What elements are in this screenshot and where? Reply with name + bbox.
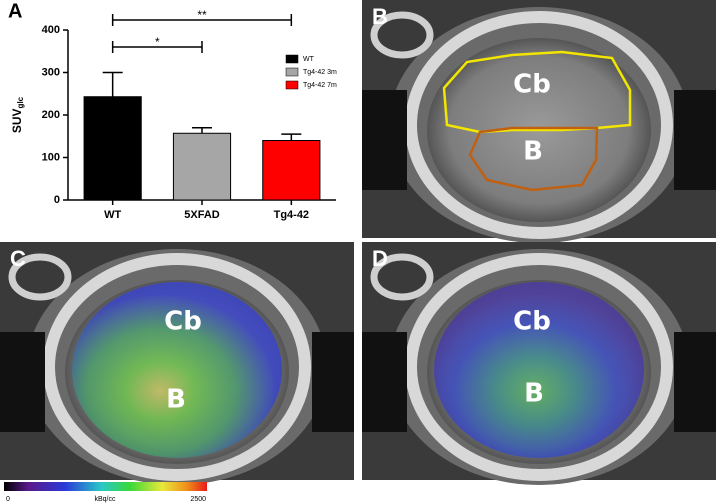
x-tick-label: 5XFAD: [184, 209, 220, 221]
region-label: B: [523, 137, 543, 167]
region-label: Cb: [164, 307, 202, 337]
colorbar-max: 2500: [190, 496, 206, 503]
sig-label: **: [197, 8, 207, 22]
y-tick-label: 200: [42, 109, 60, 121]
legend-label: Tg4-42 3m: [303, 69, 337, 76]
region-label: Cb: [513, 307, 551, 337]
y-tick-label: 300: [42, 66, 60, 78]
x-tick-label: WT: [104, 209, 121, 221]
y-tick-label: 400: [42, 24, 60, 36]
bar: [83, 96, 142, 201]
bar: [172, 132, 232, 201]
panel-label: D: [372, 246, 388, 271]
panel-label: B: [372, 4, 388, 29]
panel-b: [362, 0, 716, 243]
y-tick-label: 100: [42, 151, 60, 163]
b-outline: [468, 126, 599, 192]
colorbar-min: 0: [6, 496, 10, 503]
panel-c: [0, 242, 354, 485]
colorbar-unit: kBq/cc: [94, 496, 116, 503]
panel-d: [362, 242, 716, 485]
legend-swatch: [285, 80, 299, 90]
region-label: Cb: [513, 70, 551, 100]
region-label: B: [524, 379, 544, 409]
y-axis-label: SUVglc: [10, 96, 25, 133]
legend-swatch: [285, 67, 299, 77]
colorbar: [4, 482, 207, 491]
panel-label: A: [8, 0, 22, 22]
region-label: B: [166, 385, 186, 415]
legend-label: WT: [303, 56, 315, 63]
legend-swatch: [285, 54, 299, 64]
bar: [262, 140, 321, 201]
sig-label: *: [155, 35, 160, 49]
panel-label: C: [10, 246, 26, 271]
legend-label: Tg4-42 7m: [303, 82, 337, 89]
x-tick-label: Tg4-42: [274, 209, 309, 221]
y-tick-label: 0: [54, 194, 60, 206]
